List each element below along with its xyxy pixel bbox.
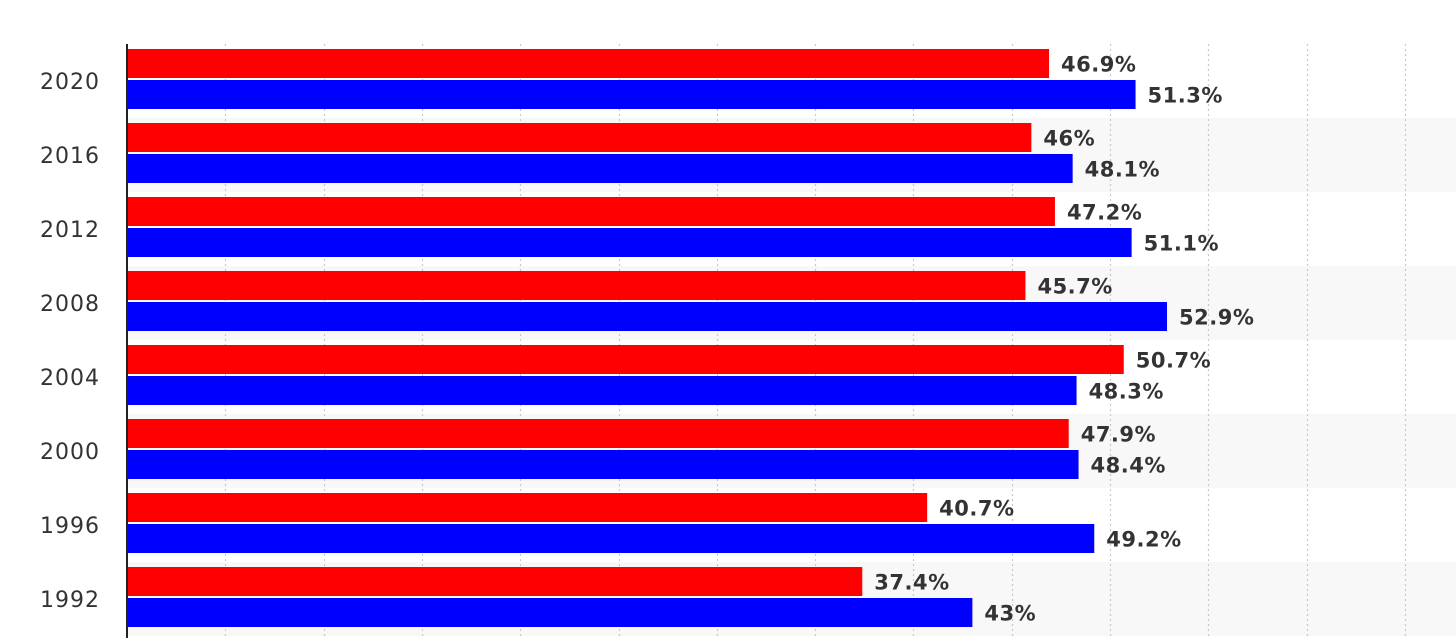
category-label: 2000 <box>40 440 100 465</box>
category-label: 2020 <box>40 70 100 95</box>
category-label: 2008 <box>40 292 100 317</box>
bar <box>127 345 1124 374</box>
value-label: 48.1% <box>1085 158 1160 182</box>
bar <box>127 197 1055 226</box>
value-label: 48.3% <box>1089 380 1164 404</box>
bar <box>127 567 863 596</box>
category-label: 2012 <box>40 218 100 243</box>
value-label: 50.7% <box>1136 349 1211 373</box>
bar <box>127 271 1026 300</box>
value-label: 51.3% <box>1148 84 1223 108</box>
category-label: 1992 <box>40 588 100 613</box>
value-label: 37.4% <box>874 571 949 595</box>
bar <box>127 154 1073 183</box>
category-label: 2016 <box>40 144 100 169</box>
value-label: 46% <box>1043 127 1095 151</box>
bar <box>127 524 1095 553</box>
value-label: 49.2% <box>1106 528 1181 552</box>
bar-series <box>127 49 1168 627</box>
value-label: 45.7% <box>1037 275 1112 299</box>
value-label: 47.9% <box>1081 423 1156 447</box>
bar <box>127 228 1132 257</box>
bar <box>127 419 1069 448</box>
bar <box>127 302 1168 331</box>
value-label: 40.7% <box>939 497 1014 521</box>
bar <box>127 598 973 627</box>
value-label: 46.9% <box>1061 53 1136 77</box>
bar <box>127 123 1032 152</box>
value-labels: 46.9% 51.3% 46% 48.1% 47.2%51.1% 45.7% 52.9% 50… <box>874 53 1254 626</box>
value-label: 48.4% <box>1091 454 1166 478</box>
value-label: 43% <box>984 602 1036 626</box>
category-labels: 2020 2016 2012 2008 2004 2000 1996 1992 <box>40 70 100 613</box>
bar <box>127 450 1079 479</box>
value-label: 47.2% <box>1067 201 1142 225</box>
bar <box>127 493 928 522</box>
bar <box>127 376 1077 405</box>
category-label: 1996 <box>40 514 100 539</box>
bar <box>127 49 1050 78</box>
category-label: 2004 <box>40 366 100 391</box>
bar <box>127 80 1136 109</box>
value-label: 52.9% <box>1179 306 1254 330</box>
value-label: 51.1% <box>1144 232 1219 256</box>
